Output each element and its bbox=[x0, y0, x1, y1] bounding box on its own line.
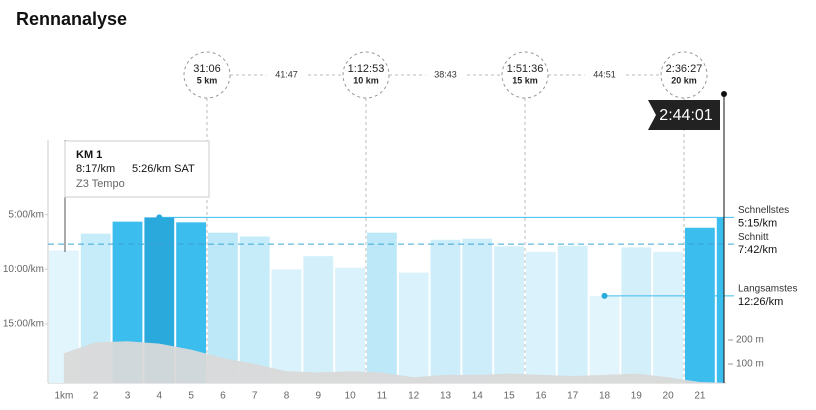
checkpoint bbox=[342, 51, 390, 99]
x-tick-label: 9 bbox=[316, 391, 322, 402]
x-tick-label: 11 bbox=[377, 391, 388, 402]
split-bg bbox=[584, 68, 625, 82]
y-tick-label: 15:00/km bbox=[3, 319, 44, 330]
tooltip-zone: Z3 Tempo bbox=[76, 178, 125, 190]
pace-bar bbox=[526, 251, 556, 383]
x-tick-label: 16 bbox=[535, 391, 547, 402]
x-tick-label: 21 bbox=[694, 391, 706, 402]
x-tick-label: 10 bbox=[345, 391, 357, 402]
page-title: Rennanalyse bbox=[16, 9, 127, 29]
x-tick-label: 14 bbox=[472, 391, 484, 402]
pace-bar bbox=[430, 239, 461, 383]
pace-bar bbox=[398, 272, 429, 383]
finish-dot bbox=[721, 91, 727, 97]
pace-bar bbox=[239, 236, 270, 383]
x-tick-label: 20 bbox=[663, 391, 675, 402]
split-bg bbox=[266, 68, 307, 82]
checkpoint-time: 1:51:36 bbox=[507, 63, 544, 75]
x-tick-label: 8 bbox=[284, 391, 290, 402]
x-tick-label: 13 bbox=[440, 391, 452, 402]
pace-bar bbox=[303, 256, 334, 383]
checkpoint bbox=[501, 51, 549, 99]
x-tick-label: 19 bbox=[631, 391, 643, 402]
y2-tick-label: 100 m bbox=[736, 359, 764, 370]
split-time: 38:43 bbox=[434, 69, 457, 79]
x-tick-label: 3 bbox=[125, 391, 131, 402]
tooltip-pace: 8:17/km bbox=[76, 163, 115, 175]
tooltip bbox=[64, 140, 210, 198]
finish-time: 2:44:01 bbox=[659, 107, 712, 124]
x-tick-label: 4 bbox=[157, 391, 163, 402]
reference-label: Schnitt bbox=[738, 232, 769, 243]
pace-bar bbox=[621, 247, 652, 383]
reference-value: 5:15/km bbox=[738, 217, 777, 229]
finish-flag bbox=[648, 100, 720, 130]
reference-dot bbox=[601, 292, 608, 299]
split-bg bbox=[425, 68, 466, 82]
y2-tick-label: 200 m bbox=[736, 335, 764, 346]
checkpoint bbox=[183, 51, 231, 99]
checkpoint-time: 1:12:53 bbox=[348, 63, 385, 75]
x-tick-label: 7 bbox=[252, 391, 258, 402]
y-tick-label: 10:00/km bbox=[3, 264, 44, 275]
reference-dot bbox=[156, 214, 163, 221]
pace-bar bbox=[367, 232, 397, 383]
reference-value: 7:42/km bbox=[738, 244, 777, 256]
checkpoint bbox=[660, 51, 708, 99]
pace-bar bbox=[589, 295, 620, 383]
x-tick-label: 1km bbox=[54, 391, 73, 402]
y-tick-label: 5:00/km bbox=[8, 209, 44, 220]
pace-bar bbox=[335, 267, 365, 383]
x-tick-label: 18 bbox=[599, 391, 611, 402]
pace-bar bbox=[271, 269, 302, 383]
tooltip-title: KM 1 bbox=[76, 149, 102, 161]
pace-bar bbox=[653, 251, 683, 383]
pace-bar bbox=[462, 238, 493, 383]
x-tick-label: 15 bbox=[504, 391, 516, 402]
x-tick-label: 5 bbox=[188, 391, 194, 402]
checkpoint-distance: 5 km bbox=[197, 75, 218, 85]
checkpoint-distance: 15 km bbox=[512, 75, 538, 85]
reference-label: Langsamstes bbox=[738, 284, 797, 295]
pace-bar bbox=[557, 245, 588, 383]
reference-value: 12:26/km bbox=[738, 296, 783, 308]
x-tick-label: 17 bbox=[567, 391, 579, 402]
tooltip-target: 5:26/km SAT bbox=[132, 163, 195, 175]
split-time: 44:51 bbox=[593, 69, 616, 79]
x-tick-label: 2 bbox=[93, 391, 99, 402]
pace-bar bbox=[685, 227, 715, 383]
reference-label: Schnellstes bbox=[738, 205, 789, 216]
pace-bar bbox=[494, 246, 524, 383]
checkpoint-time: 2:36:27 bbox=[666, 63, 703, 75]
x-tick-label: 12 bbox=[408, 391, 420, 402]
checkpoint-distance: 10 km bbox=[353, 75, 379, 85]
pace-bar bbox=[716, 217, 724, 383]
x-tick-label: 6 bbox=[220, 391, 226, 402]
split-time: 41:47 bbox=[275, 69, 298, 79]
elevation-area bbox=[63, 341, 732, 383]
checkpoint-distance: 20 km bbox=[671, 75, 697, 85]
checkpoint-time: 31:06 bbox=[193, 63, 221, 75]
